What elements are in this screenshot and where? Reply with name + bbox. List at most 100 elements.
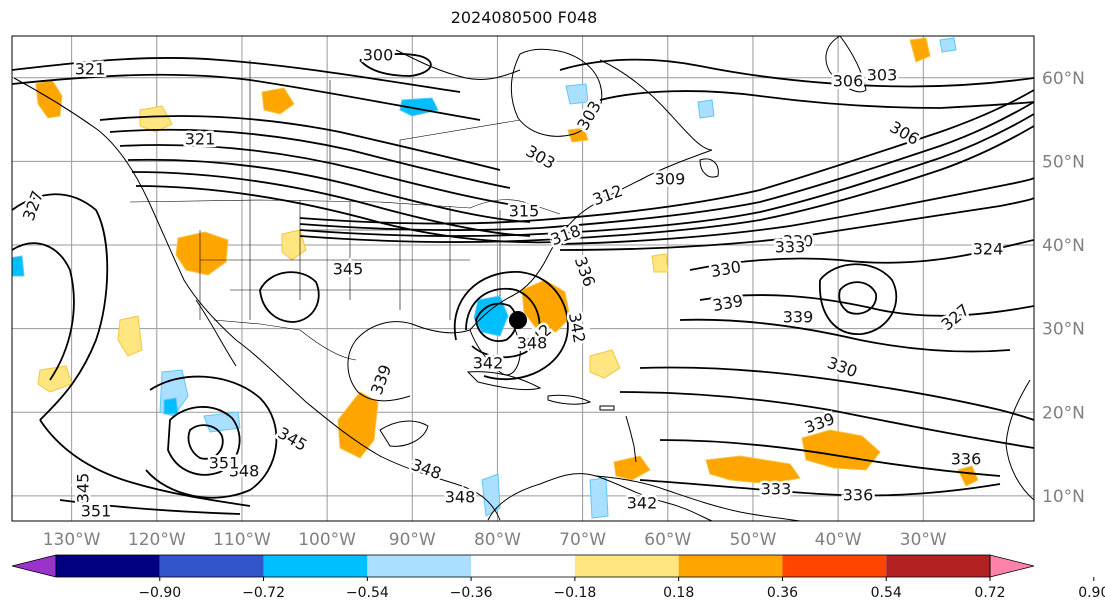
contour-line bbox=[699, 294, 1034, 317]
contour-line bbox=[639, 366, 1034, 421]
contour-line bbox=[559, 177, 1034, 245]
shade-patch bbox=[12, 255, 25, 277]
latitude-tick-label: 40°N bbox=[1042, 236, 1085, 256]
shade-patch bbox=[565, 83, 589, 105]
contour-line bbox=[187, 424, 224, 460]
longitude-tick-label: 30°W bbox=[900, 530, 947, 550]
colorbar-extend-high bbox=[989, 554, 1035, 578]
contour-label-halo: 336 bbox=[843, 486, 874, 505]
contour-lines bbox=[12, 53, 1034, 515]
contour-label: 342 bbox=[627, 494, 658, 513]
contour-label: 348 bbox=[445, 488, 476, 507]
shade-patch bbox=[37, 365, 73, 393]
contour-label: 306 bbox=[833, 72, 864, 91]
colorbar-segment bbox=[263, 555, 368, 577]
shade-patch bbox=[567, 127, 589, 143]
contour-line bbox=[127, 158, 531, 223]
contour-label-halo: 348 bbox=[445, 488, 476, 507]
colorbar-tick-label: −0.36 bbox=[450, 585, 493, 601]
longitude-tick-label: 80°W bbox=[474, 530, 521, 550]
colorbar-segment bbox=[678, 555, 783, 577]
contour-label-halo: 300 bbox=[363, 46, 394, 65]
contour-label: 303 bbox=[867, 66, 898, 85]
longitude-tick-label: 60°W bbox=[644, 530, 691, 550]
contour-line bbox=[109, 128, 511, 189]
latitude-tick-label: 30°N bbox=[1042, 320, 1085, 340]
colorbar-segment bbox=[574, 555, 679, 577]
contour-label-halo: 321 bbox=[185, 130, 216, 149]
contour-line bbox=[465, 287, 541, 359]
border-us-mexico bbox=[213, 319, 357, 361]
contour-label: 336 bbox=[951, 450, 982, 469]
contour-label-halo: 315 bbox=[509, 202, 540, 221]
contour-label-halo: 303 bbox=[867, 66, 898, 85]
shade-patch bbox=[163, 397, 179, 415]
contour-label: 339 bbox=[783, 308, 814, 327]
contour-line bbox=[167, 406, 241, 476]
longitude-tick-label: 50°W bbox=[729, 530, 776, 550]
colorbar-segment bbox=[782, 555, 887, 577]
colorbar-tick-label: −0.90 bbox=[138, 585, 181, 601]
shade-patch bbox=[705, 455, 801, 485]
shade-patch bbox=[261, 87, 295, 115]
coastline-gulf bbox=[347, 321, 471, 402]
contour-line bbox=[99, 115, 501, 171]
colorbar-extend-low bbox=[11, 554, 57, 578]
contour-label: 324 bbox=[973, 240, 1004, 259]
contour-line bbox=[659, 439, 1001, 477]
longitude-labels: 130°W 120°W 110°W 100°W 90°W 80°W 70°W 60°W 50°W… bbox=[43, 530, 947, 550]
colorbar-tick-label: 0.18 bbox=[663, 585, 694, 601]
coastline-labrador bbox=[599, 59, 713, 151]
contour-line bbox=[838, 281, 877, 315]
contour-label-halo: 324 bbox=[973, 240, 1004, 259]
contour-line bbox=[12, 73, 481, 121]
contour-label-halo: 342 bbox=[627, 494, 658, 513]
colorbar-tick-label: −0.18 bbox=[553, 585, 596, 601]
contour-line bbox=[39, 419, 251, 507]
contour-label-halo: 351 bbox=[81, 502, 112, 521]
contour-line bbox=[59, 499, 241, 515]
contour-label: 330 bbox=[783, 232, 814, 251]
coastline-newfoundland bbox=[699, 158, 719, 178]
latitude-labels: 10°N 20°N 30°N 40°N 50°N 60°N bbox=[1042, 69, 1085, 507]
contour-label: 333 bbox=[775, 238, 806, 257]
coastline-puerto-rico bbox=[599, 405, 615, 411]
contour-label-halo: 342 bbox=[473, 354, 504, 373]
contour-label: 342 bbox=[473, 354, 504, 373]
contour-label: 345 bbox=[333, 260, 364, 279]
contour-line bbox=[453, 271, 569, 381]
contour-label-halo: 336 bbox=[951, 450, 982, 469]
shaded-field bbox=[12, 37, 979, 519]
contour-line bbox=[119, 144, 521, 207]
colorbar-segment bbox=[471, 555, 575, 577]
contour-line bbox=[599, 90, 1034, 109]
latitude-tick-label: 50°N bbox=[1042, 152, 1085, 172]
contour-line bbox=[131, 171, 531, 237]
shade-patch bbox=[481, 473, 501, 517]
longitude-tick-label: 130°W bbox=[43, 530, 101, 550]
shade-patch bbox=[589, 477, 609, 519]
coastline-arctic bbox=[395, 49, 521, 81]
colorbar-segment bbox=[56, 555, 160, 577]
coastline-hispaniola bbox=[547, 394, 592, 405]
contour-label: 315 bbox=[509, 202, 540, 221]
contour-line bbox=[689, 239, 1034, 271]
colorbar-frame bbox=[55, 554, 991, 578]
shade-patch bbox=[651, 253, 669, 273]
contour-label-halo: 351 bbox=[209, 454, 240, 473]
longitude-tick-label: 40°W bbox=[815, 530, 862, 550]
shade-patch bbox=[957, 465, 979, 487]
contour-label: 348 bbox=[229, 462, 260, 481]
shade-patch bbox=[337, 391, 379, 459]
colorbar-segment bbox=[159, 555, 264, 577]
contour-label-halo: 330 bbox=[783, 232, 814, 251]
map-title: 2024080500 F048 bbox=[450, 8, 598, 27]
longitude-tick-label: 110°W bbox=[213, 530, 271, 550]
longitude-tick-label: 120°W bbox=[128, 530, 186, 550]
shade-patch bbox=[589, 349, 621, 379]
colorbar-tick-label: 0.90 bbox=[1078, 585, 1105, 601]
colorbar-tick-label: −0.54 bbox=[346, 585, 389, 601]
contour-line bbox=[559, 58, 1034, 88]
map-panel: 3003003033033033033033033063063063063093… bbox=[11, 35, 1035, 522]
contour-label: 351 bbox=[81, 502, 112, 521]
